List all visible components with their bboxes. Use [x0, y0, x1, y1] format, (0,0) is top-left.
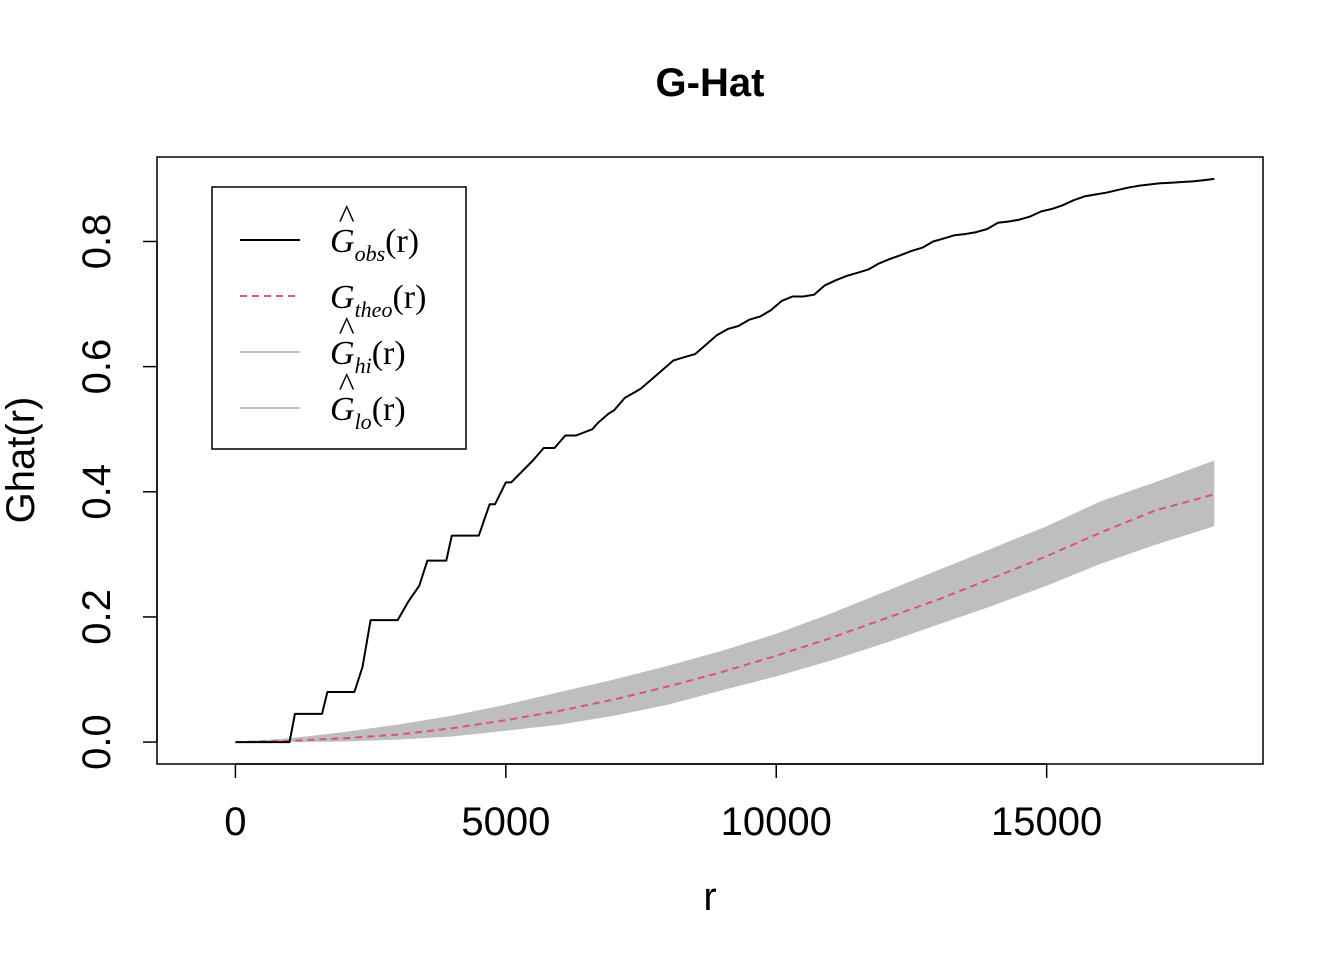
x-tick-label: 10000 [721, 800, 832, 844]
legend: Gobs(r)^Gtheo(r)Ghi(r)^Glo(r)^ [211, 186, 467, 450]
chart-title: G-Hat [656, 61, 765, 105]
y-tick-label: 0.8 [75, 214, 119, 270]
legend-label: Ghi(r) [330, 335, 406, 378]
x-tick-label: 5000 [461, 800, 550, 844]
x-tick-label: 15000 [991, 800, 1102, 844]
legend-entry-lo: Glo(r)^ [240, 367, 406, 434]
series-theo-line [235, 493, 1215, 744]
x-tick-label: 0 [224, 800, 246, 844]
legend-entry-hi: Ghi(r)^ [240, 311, 406, 378]
plot-area [235, 177, 1215, 744]
series-obs-line [235, 177, 1215, 744]
y-axis: 0.0 0.2 0.4 0.6 0.8 [75, 214, 158, 770]
y-tick-label: 0.6 [75, 339, 119, 395]
y-tick-label: 0.0 [75, 714, 119, 770]
x-axis-label: r [703, 875, 716, 919]
legend-entry-obs: Gobs(r)^ [240, 199, 419, 266]
legend-label: Gtheo(r) [330, 279, 426, 322]
y-axis-label: Ghat(r) [0, 397, 43, 524]
legend-hat-mark: ^ [338, 367, 355, 404]
legend-entry-theo: Gtheo(r) [240, 279, 426, 322]
legend-label: Glo(r) [330, 391, 406, 434]
y-tick-label: 0.2 [75, 589, 119, 645]
legend-box [211, 186, 467, 450]
y-tick-label: 0.4 [75, 464, 119, 520]
x-axis: 0 5000 10000 15000 [224, 763, 1102, 844]
legend-label: Gobs(r) [330, 223, 419, 266]
legend-hat-mark: ^ [338, 199, 355, 236]
series-envelope-band [235, 460, 1215, 743]
legend-hat-mark: ^ [338, 311, 355, 348]
